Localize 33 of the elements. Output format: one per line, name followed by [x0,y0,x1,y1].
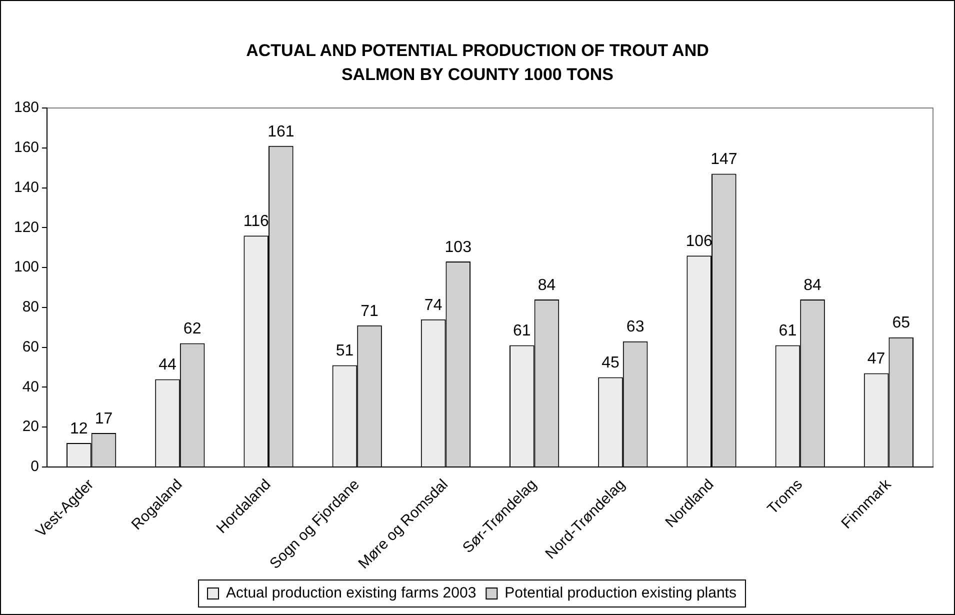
data-label: 161 [268,123,294,140]
data-label: 62 [183,320,202,338]
data-label: 61 [778,322,797,340]
y-tick-label: 100 [14,258,40,276]
y-tick-label: 60 [22,338,40,356]
data-label: 17 [94,410,113,428]
y-tick-label: 20 [22,418,40,436]
data-label: 84 [538,276,556,294]
legend-label: Potential production existing plants [504,584,736,602]
data-label: 106 [686,232,713,250]
data-label: 12 [70,420,88,438]
data-label: 51 [336,342,354,360]
data-label: 74 [424,296,442,314]
data-label: 47 [867,350,886,368]
legend-label: Actual production existing farms 2003 [226,584,476,602]
data-label: 116 [243,213,269,230]
y-tick-label: 0 [30,458,40,476]
data-label: 44 [158,356,177,374]
chart-title: ACTUAL AND POTENTIAL PRODUCTION OF TROUT AND SALMON BY COUNTY 1000 TONS [245,40,710,86]
y-tick-label: 180 [14,99,40,116]
data-label: 61 [513,322,531,340]
data-label: 63 [626,318,644,336]
y-tick-label: 40 [22,378,40,396]
y-tick-label: 80 [22,298,40,316]
data-label: 71 [360,302,379,320]
data-label: 103 [444,238,472,256]
data-label: 147 [710,151,738,168]
data-label: 84 [804,276,822,294]
y-tick-label: 140 [14,178,40,196]
y-tick-label: 120 [14,218,40,236]
data-label: 65 [892,314,910,332]
data-label: 45 [602,354,620,372]
y-tick-label: 160 [14,139,40,156]
